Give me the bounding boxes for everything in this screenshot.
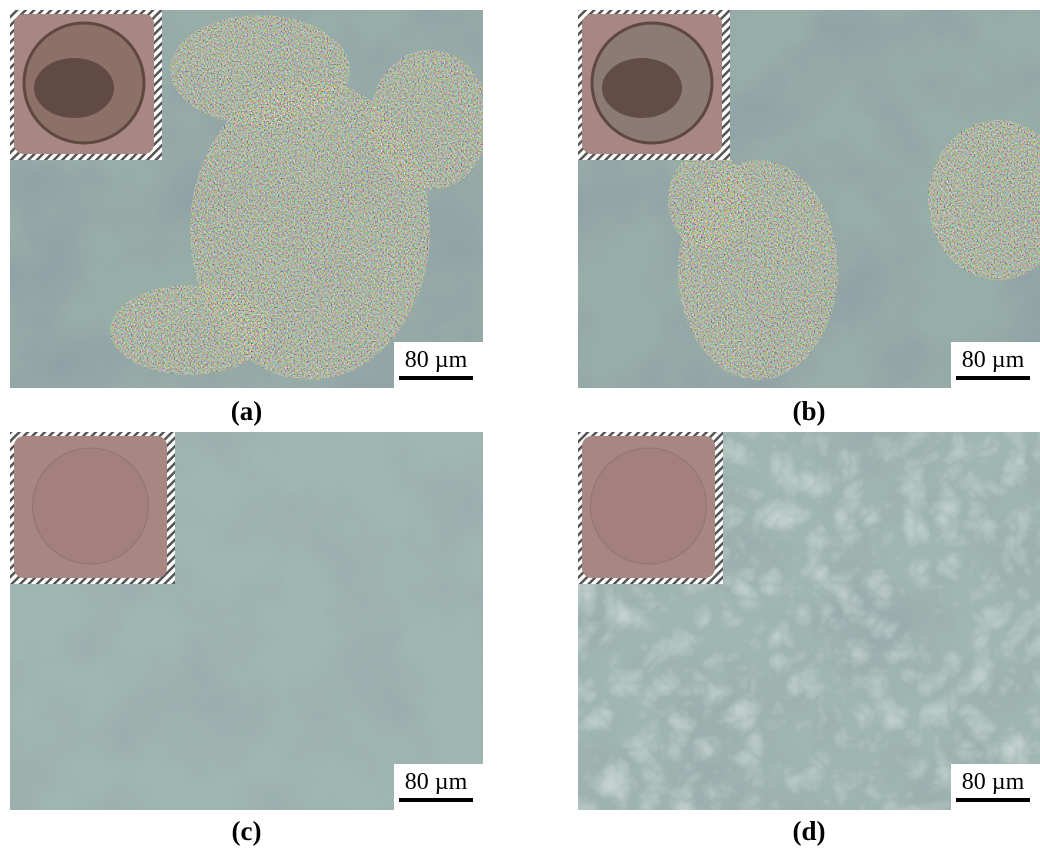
panel: 80 µm (a) (10, 10, 483, 426)
scale-bar-label: 80 µm (962, 769, 1025, 795)
scale-bar-label: 80 µm (962, 347, 1025, 373)
inset-photo (10, 432, 175, 584)
panel: 80 µm (b) (578, 10, 1040, 426)
inset-photo (578, 432, 723, 584)
panel-label: (b) (793, 396, 826, 426)
panel-label: (a) (231, 396, 262, 426)
scale-bar-label: 80 µm (405, 347, 468, 373)
panel: 80 µm (c) (10, 432, 483, 846)
scale-bar-label: 80 µm (405, 769, 468, 795)
panel: 80 µm (d) (578, 432, 1040, 846)
figure: 80 µm (a) 80 µm (b) 80 µm (c) 80 µm (d) (0, 0, 1040, 850)
panel-label: (c) (232, 816, 262, 846)
inset-photo (10, 10, 162, 160)
panel-label: (d) (793, 816, 826, 846)
inset-photo (578, 10, 730, 160)
